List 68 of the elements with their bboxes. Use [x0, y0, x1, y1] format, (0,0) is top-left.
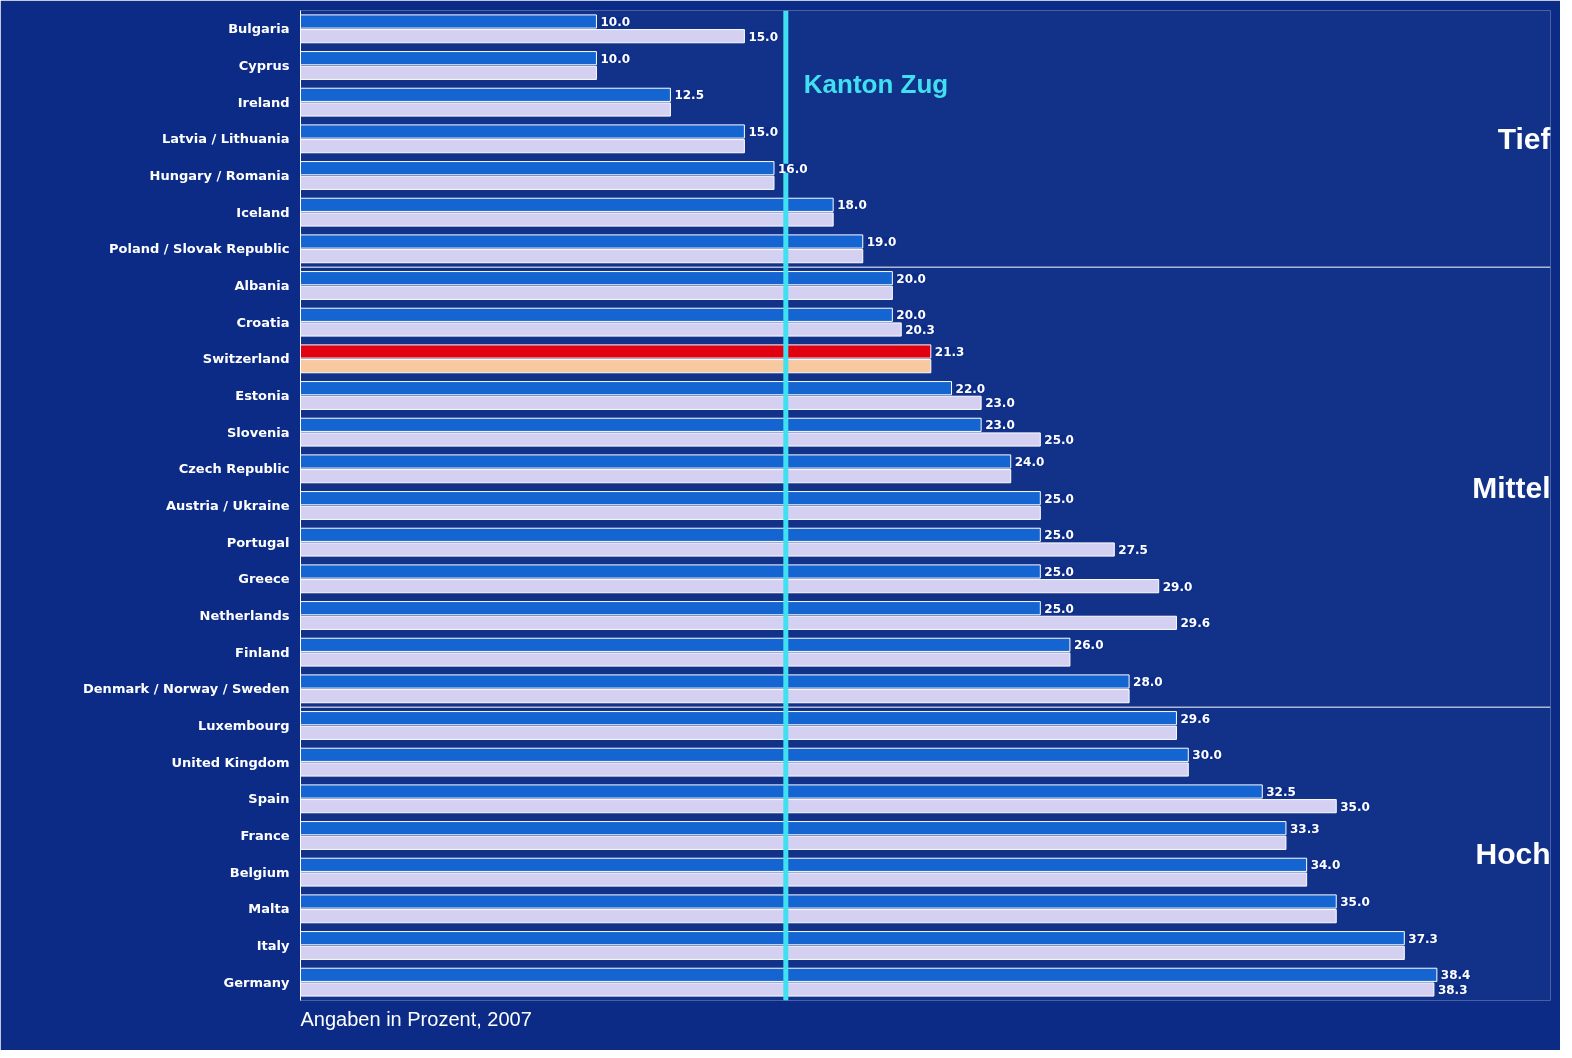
data-label: 25.0 [1044, 601, 1074, 616]
y-tick-label: Czech Republic [178, 461, 290, 477]
data-label: 21.3 [934, 345, 965, 359]
data-label: 37.3 [1408, 931, 1438, 946]
data-label: 25.0 [1044, 491, 1074, 506]
data-label: 25.0 [1044, 528, 1074, 543]
y-tick-label: Switzerland [202, 351, 290, 367]
y-tick-label: Slovenia [226, 424, 290, 440]
y-tick-label: Albania [234, 278, 290, 293]
text: Angaben in Prozent, 2007 [300, 1007, 532, 1030]
y-tick-label: Cyprus [238, 58, 290, 73]
data-label: 28.0 [1133, 675, 1163, 689]
y-tick-label: Greece [238, 571, 290, 587]
ref-line-label: Kanton Zug [803, 68, 949, 99]
y-tick-label: Spain [248, 791, 290, 807]
data-label: 38.3 [1437, 983, 1468, 997]
data-label: 26.0 [1073, 638, 1104, 653]
y-tick-label: Denmark / Norway / Sweden [83, 681, 290, 697]
data-label: 29.6 [1180, 616, 1211, 631]
band-label: Tief [1497, 122, 1552, 156]
data-label: 24.0 [1014, 455, 1045, 469]
data-label: 20.0 [896, 271, 926, 286]
data-label: 12.5 [674, 88, 705, 103]
band-label: Hoch [1475, 837, 1551, 871]
y-tick-label: Latvia / Lithuania [162, 131, 290, 147]
y-tick-label: Italy [256, 938, 291, 953]
data-label: 35.0 [1340, 895, 1370, 909]
data-label: 35.0 [1340, 799, 1370, 814]
y-tick-label: Iceland [236, 204, 290, 220]
data-label: 15.0 [748, 29, 778, 44]
data-label: 30.0 [1192, 748, 1222, 763]
data-label: 20.0 [896, 308, 926, 323]
data-label: 38.4 [1440, 968, 1471, 983]
y-tick-label: Ireland [237, 94, 290, 110]
y-tick-label: Austria / Ukraine [165, 498, 290, 513]
y-tick-label: Belgium [229, 864, 290, 880]
y-tick-label: Portugal [226, 534, 290, 550]
data-label: 19.0 [866, 235, 897, 249]
band-label: Mittel [1472, 470, 1551, 504]
data-label: 25.0 [1044, 433, 1074, 447]
data-label: 27.5 [1118, 543, 1148, 557]
data-label: 10.0 [600, 51, 631, 66]
y-tick-label: Luxembourg [198, 718, 290, 733]
data-label: 20.3 [905, 323, 935, 337]
data-label: 18.0 [837, 198, 867, 213]
data-label: 23.0 [985, 418, 1015, 433]
y-tick-label: Malta [248, 901, 290, 917]
y-tick-label: Croatia [236, 314, 290, 330]
data-label: 23.0 [985, 396, 1015, 411]
y-tick-label: Hungary / Romania [149, 168, 290, 183]
data-label: 22.0 [955, 381, 986, 396]
data-label: 32.5 [1266, 785, 1296, 799]
y-tick-label: Netherlands [199, 608, 290, 623]
y-tick-label: Poland / Slovak Republic [108, 241, 290, 257]
data-label: 29.6 [1180, 711, 1211, 726]
y-tick-label: France [240, 828, 290, 843]
data-label: 33.3 [1289, 821, 1320, 836]
data-label: 10.0 [600, 15, 631, 29]
data-label: 15.0 [748, 125, 778, 139]
y-tick-label: Estonia [235, 388, 290, 403]
y-tick-label: Finland [235, 644, 290, 660]
y-tick-label: Bulgaria [228, 21, 290, 37]
data-label: 29.0 [1162, 579, 1193, 594]
data-label: 34.0 [1310, 858, 1341, 873]
data-label: 25.0 [1044, 565, 1074, 579]
data-label: 16.0 [777, 161, 808, 176]
y-tick-label: United Kingdom [171, 754, 290, 770]
y-tick-label: Germany [223, 974, 291, 990]
